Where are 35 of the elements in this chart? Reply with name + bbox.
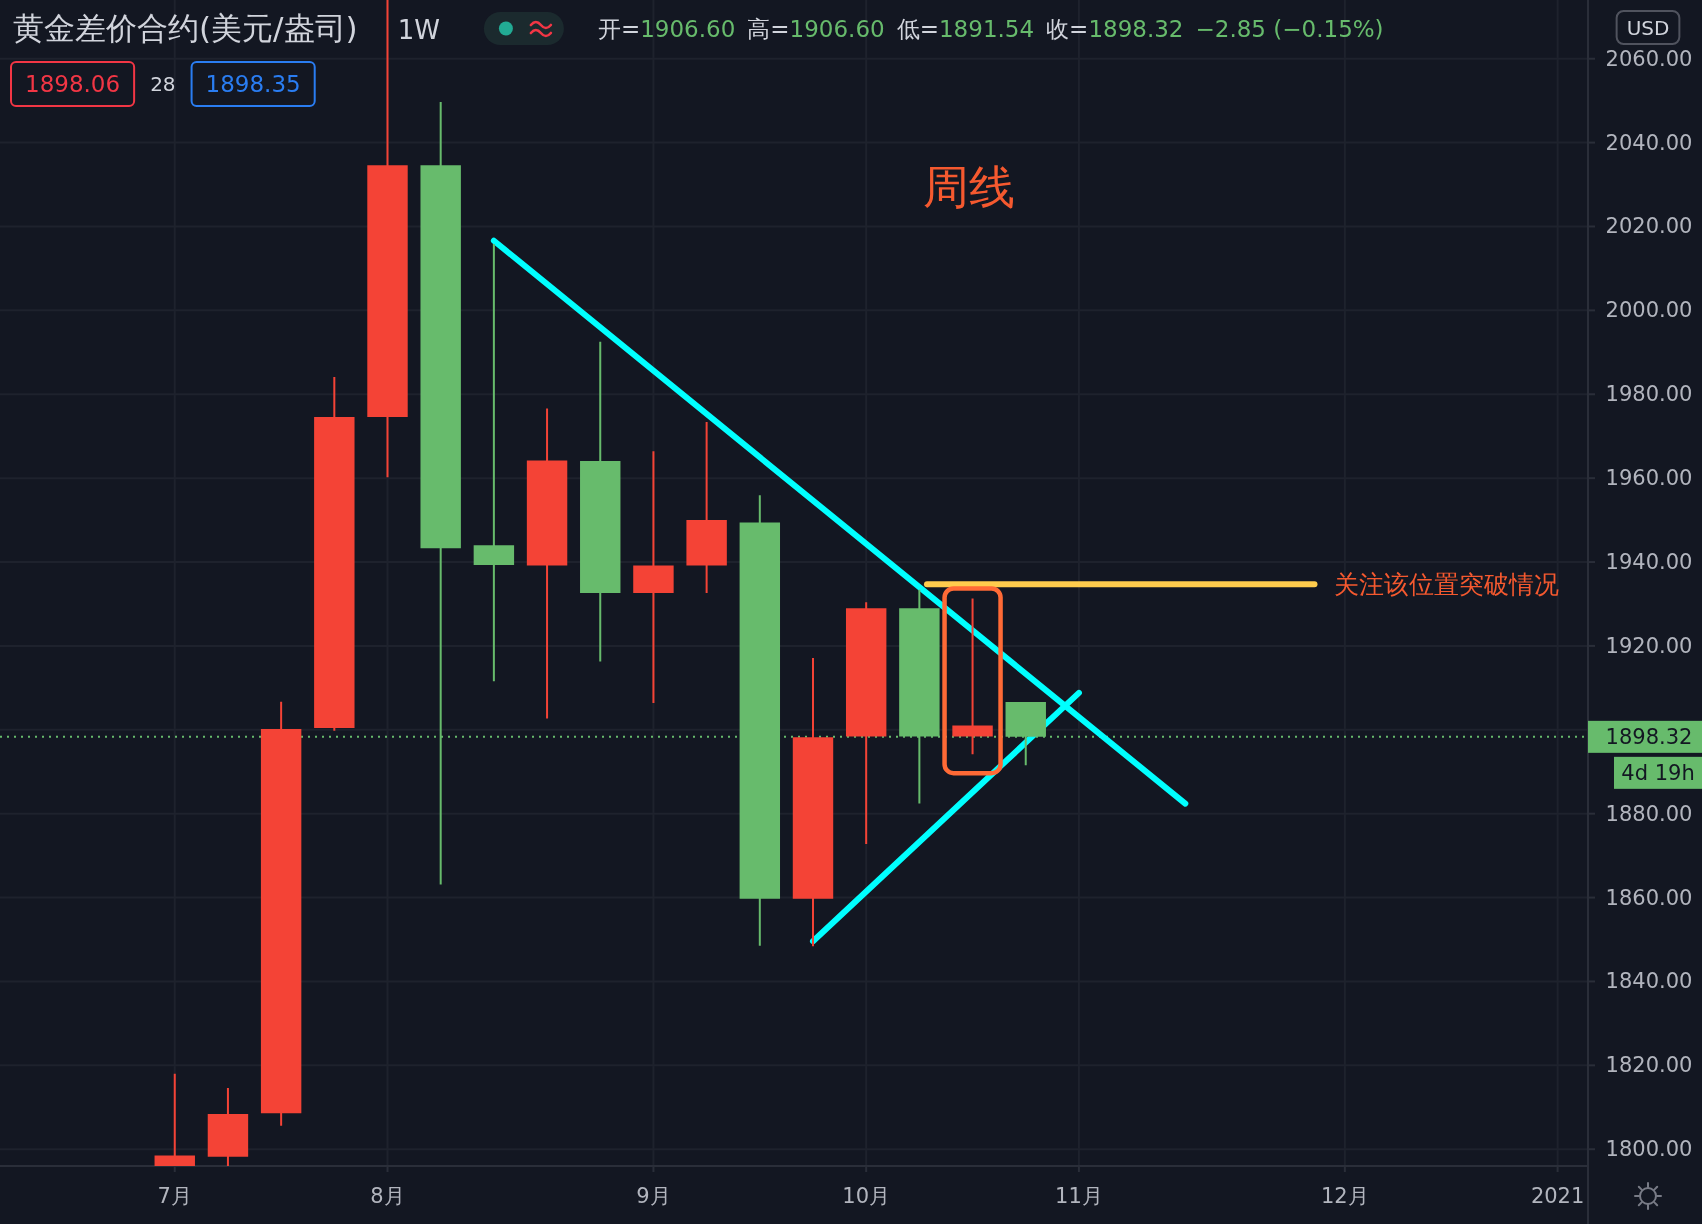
chart-title: 黄金差价合约(美元/盎司) [13,10,358,46]
x-tick-label: 12月 [1320,1184,1369,1208]
annotation: 1898.35 [205,71,301,97]
y-tick-label: 2000.00 [1605,298,1693,323]
x-tick-label: 11月 [1055,1184,1103,1208]
y-tick-label: 1880.00 [1605,801,1693,826]
x-tick-label: 9月 [636,1184,671,1208]
x-tick-label: 8月 [370,1184,405,1208]
y-tick-label: 1840.00 [1605,969,1693,994]
text: 高=1906.60 [747,16,885,42]
x-tick-label: 2021 [1530,1184,1585,1208]
annotation: 1898.06 [25,71,121,97]
y-tick-label: 1860.00 [1605,885,1693,910]
y-tick-label: 2020.00 [1605,214,1693,239]
y-tick-label: 1980.00 [1605,382,1693,407]
text: 1W [397,15,440,45]
x-tick-label: 7月 [157,1184,192,1208]
x-tick-label: 10月 [842,1184,891,1208]
y-tick-label: 1920.00 [1605,633,1693,658]
y-tick-label: 1960.00 [1605,466,1693,491]
text: 低=1891.54 [896,16,1035,42]
y-tick-label: 1940.00 [1605,550,1693,575]
y-tick-label: 1820.00 [1605,1053,1693,1078]
y-tick-label: 2040.00 [1605,130,1693,155]
note: 周线 [923,160,1015,214]
y-tick-label: 2060.00 [1605,46,1693,71]
text: 开=1906.60 [597,16,736,42]
series-label: 关注该位置突破情况 [1334,569,1560,599]
text: 收=1898.32 [1046,16,1184,42]
text: −2.85 (−0.15%) [1195,16,1384,42]
currency: USD [1615,10,1681,45]
countdown: 4d 19h [1614,756,1702,789]
ref-line-label: 1898.32 [1605,724,1693,749]
annotation: 28 [150,72,176,96]
y-tick-label: 1800.00 [1605,1137,1693,1162]
